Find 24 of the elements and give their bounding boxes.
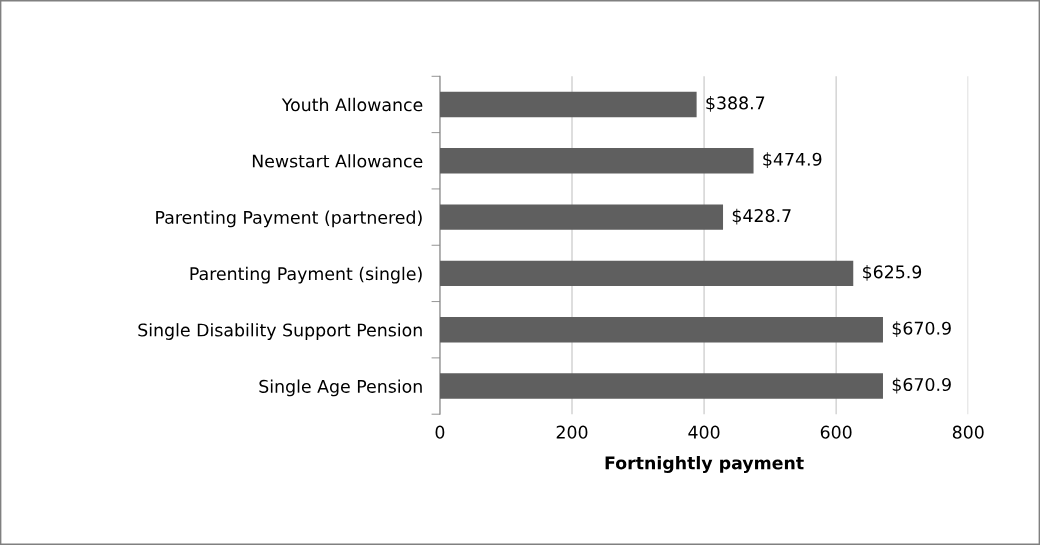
data-label: $670.9: [892, 377, 951, 394]
data-label: $428.7: [732, 208, 791, 225]
y-tick-label: Newstart Allowance: [252, 154, 423, 168]
bar: [439, 148, 754, 174]
data-label: $625.9: [863, 265, 922, 281]
x-tick-label: 800: [952, 425, 984, 439]
x-tick-label: 0: [435, 425, 445, 439]
x-axis-title: Fortnightly payment: [605, 456, 804, 473]
x-tick-label: 400: [688, 425, 720, 439]
y-tick-label: Single Disability Support Pension: [138, 323, 422, 340]
y-tick-label: Parenting Payment (single): [190, 266, 422, 284]
bar: [439, 373, 883, 399]
bar: [439, 260, 854, 287]
bar: [439, 317, 883, 343]
data-label: $670.9: [892, 321, 951, 338]
y-tick-label: Youth Allowance: [281, 97, 423, 112]
x-tick-label: 200: [556, 425, 588, 439]
y-tick-label: Parenting Payment (partnered): [156, 210, 422, 228]
x-tick-label: 600: [820, 425, 852, 439]
bar: [439, 91, 697, 118]
data-label: $388.7: [706, 96, 765, 112]
y-tick-label: Single Age Pension: [259, 379, 422, 397]
data-label: $474.9: [763, 152, 822, 169]
bar: [439, 204, 724, 230]
